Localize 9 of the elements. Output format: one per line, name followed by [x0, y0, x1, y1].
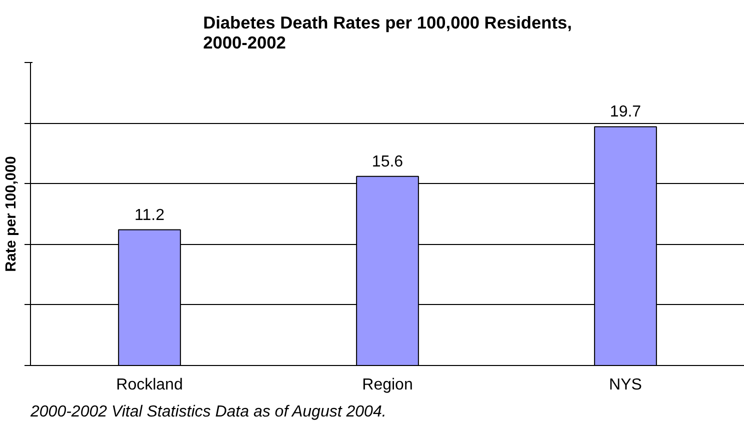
chart-title: Diabetes Death Rates per 100,000 Residents, 2000-2002	[203, 12, 572, 52]
data-label: 19.7	[610, 104, 642, 121]
data-label: 15.6	[372, 153, 404, 170]
text: 2000-2002 Vital Statistics Data as of August 2004.	[30, 404, 386, 420]
x-tick-label: Region	[362, 376, 413, 394]
x-tick-label: Rockland	[116, 376, 183, 394]
x-tick-label: NYS	[609, 376, 642, 394]
data-label: 11.2	[134, 206, 165, 224]
y-axis-title: Rate per 100,000	[4, 156, 20, 272]
